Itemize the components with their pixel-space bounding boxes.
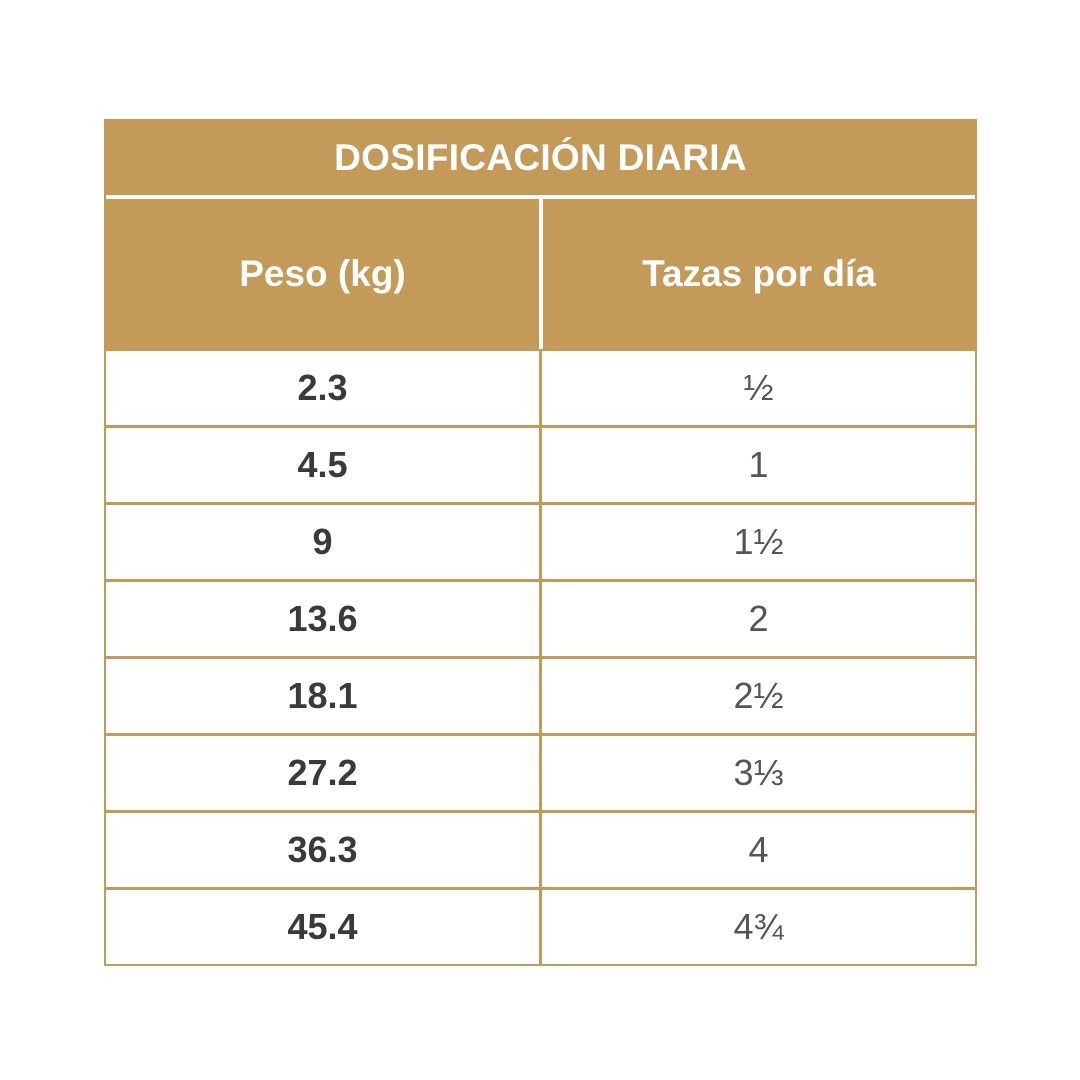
weight-cell: 2.3 [106,351,542,425]
weight-cell: 45.4 [106,890,542,964]
dosage-table: DOSIFICACIÓN DIARIA Peso (kg) Tazas por … [104,119,977,966]
weight-cell: 36.3 [106,813,542,887]
table-row: 4.5 1 [106,428,975,505]
table-row: 2.3 ½ [106,351,975,428]
weight-cell: 13.6 [106,582,542,656]
header-row: Peso (kg) Tazas por día [106,199,975,349]
weight-cell: 18.1 [106,659,542,733]
table-row: 9 1½ [106,505,975,582]
table-row: 18.1 2½ [106,659,975,736]
title-divider [106,195,975,199]
weight-cell: 9 [106,505,542,579]
column-header-weight: Peso (kg) [106,199,539,349]
cups-cell: 4¾ [733,906,784,947]
header-divider [539,199,543,349]
table-row: 27.2 3⅓ [106,736,975,813]
weight-cell: 4.5 [106,428,542,502]
table-row: 13.6 2 [106,582,975,659]
table-row: 36.3 4 [106,813,975,890]
table-title: DOSIFICACIÓN DIARIA [106,121,975,195]
cups-cell: ½ [743,367,774,408]
table-row: 45.4 4¾ [106,890,975,964]
cups-cell: 1½ [733,521,784,562]
cups-cell: 2 [748,598,769,639]
column-header-cups: Tazas por día [543,199,975,349]
table-body: 2.3 ½ 4.5 1 9 1½ 13.6 2 18.1 2½ 27.2 3⅓ … [106,349,975,964]
cups-cell: 1 [748,444,769,485]
cups-cell: 4 [748,829,769,870]
weight-cell: 27.2 [106,736,542,810]
cups-cell: 2½ [733,675,784,716]
cups-cell: 3⅓ [733,752,784,793]
